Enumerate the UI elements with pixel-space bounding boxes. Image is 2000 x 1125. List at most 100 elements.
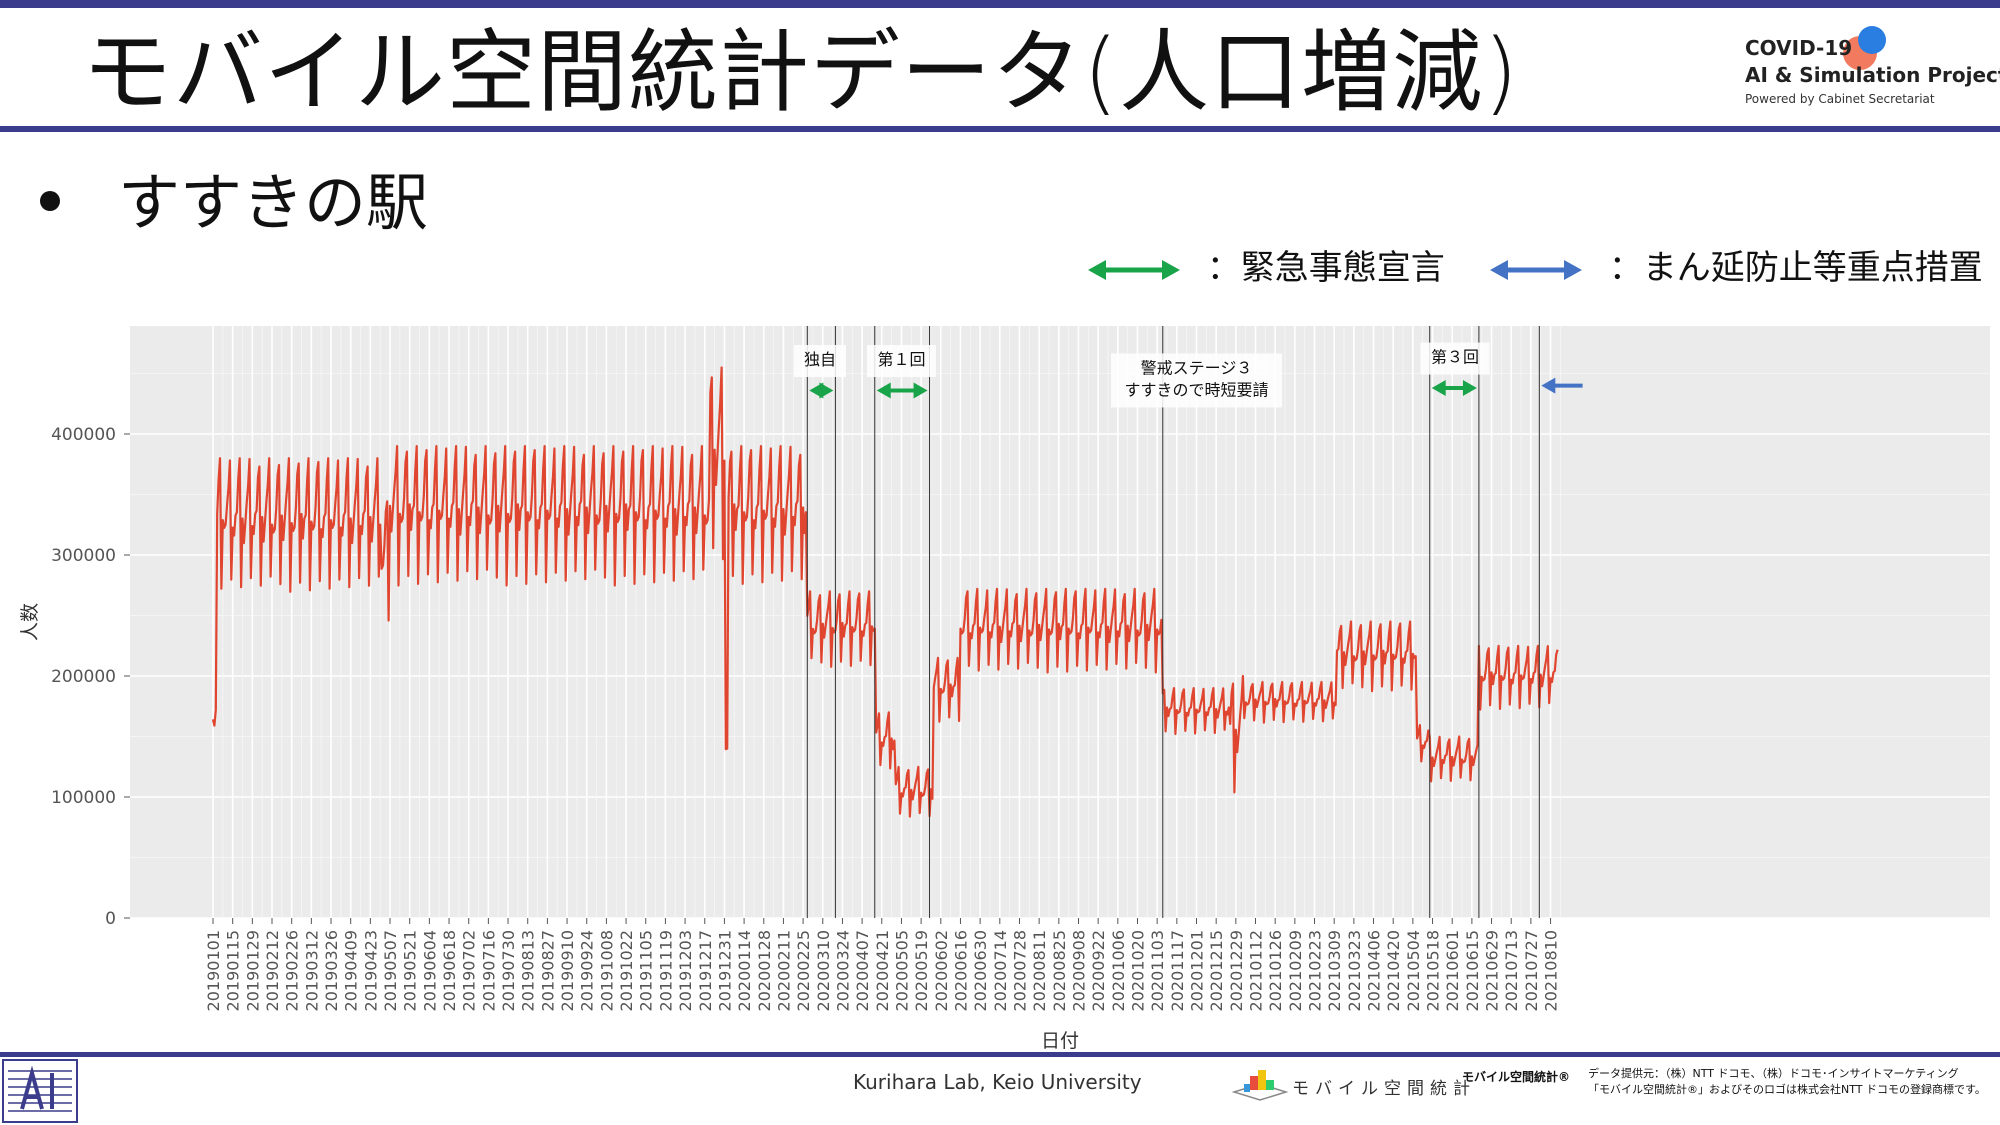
x-tick-label: 20190924	[578, 930, 597, 1011]
y-tick-label: 400000	[51, 425, 116, 445]
x-tick-label: 20190212	[263, 930, 282, 1011]
emergency-arrow-head	[913, 382, 928, 399]
annotation-label: 警戒ステージ３	[1141, 358, 1253, 377]
annotation-label: 独自	[804, 350, 836, 369]
x-tick-label: 20190827	[538, 930, 557, 1011]
emergency-arrow-head	[1462, 380, 1477, 397]
annotation-label: すすきので時短要請	[1124, 380, 1268, 399]
footer-lab-name: Kurihara Lab, Keio University	[853, 1070, 1142, 1094]
bullet-dot-icon	[40, 190, 60, 211]
x-tick-label: 20190910	[558, 930, 577, 1011]
x-tick-label: 20210727	[1522, 930, 1541, 1011]
logo-line1: COVID-19	[1745, 36, 1853, 60]
x-tick-label: 20201201	[1188, 930, 1207, 1011]
x-axis-title: 日付	[1041, 1030, 1079, 1052]
x-tick-label: 20200211	[774, 930, 793, 1011]
x-tick-label: 20200714	[991, 930, 1010, 1011]
y-tick-label: 0	[105, 909, 116, 929]
legend-blue-label: ：まん延防止等重点措置	[1608, 248, 1983, 288]
annotation-label-box	[1420, 342, 1490, 375]
population-series-line	[211, 366, 1559, 818]
x-tick-label: 20191203	[676, 930, 695, 1011]
x-tick-label: 20200728	[1010, 930, 1029, 1011]
x-tick-label: 20210209	[1286, 930, 1305, 1011]
x-tick-label: 20201103	[1148, 930, 1167, 1011]
population-line-chart: 0 100000 200000 300000 400000 20190101 2019011…	[19, 326, 1990, 1052]
x-tick-label: 20201229	[1227, 930, 1246, 1011]
x-tick-label: 20190101	[204, 930, 223, 1011]
bullet-text: すすきの駅	[118, 166, 429, 239]
x-tick-label: 20190813	[519, 930, 538, 1011]
mobile-stat-logo: モバイル空間統計	[1231, 1064, 1470, 1110]
x-tick-label: 20201006	[1109, 930, 1128, 1011]
emergency-arrow-head	[819, 382, 834, 399]
x-tick-label: 20210615	[1463, 930, 1482, 1011]
y-tick-label: 100000	[51, 788, 116, 808]
legend-green-label: ：緊急事態宣言	[1206, 248, 1445, 288]
annotation-label: 第１回	[877, 350, 925, 369]
legend-quasi-emergency: ：まん延防止等重点措置	[1490, 246, 1983, 290]
bullet-station: すすきの駅	[40, 168, 428, 238]
x-tick-label: 20200421	[873, 930, 892, 1011]
y-tick-label: 300000	[51, 546, 116, 566]
logo-line3: Powered by Cabinet Secretariat	[1745, 92, 1935, 106]
x-tick-label: 20190716	[479, 930, 498, 1011]
x-tick-label: 20191231	[715, 930, 734, 1011]
x-tick-label: 20190312	[302, 930, 321, 1011]
x-tick-label: 20210420	[1384, 930, 1403, 1011]
x-tick-label: 20200922	[1089, 930, 1108, 1011]
x-tick-label: 20200630	[971, 930, 990, 1011]
x-tick-label: 20210309	[1325, 930, 1344, 1011]
x-tick-label: 20200128	[755, 930, 774, 1011]
x-tick-label: 20190507	[381, 930, 400, 1011]
x-tick-label: 20190702	[460, 930, 479, 1011]
x-tick-label: 20191008	[597, 930, 616, 1011]
x-tick-label: 20210518	[1424, 930, 1443, 1011]
mobile-stat-brand: モバイル空間統計®	[1462, 1070, 1571, 1084]
x-tick-label: 20201215	[1207, 930, 1226, 1011]
x-tick-label: 20190521	[401, 930, 420, 1011]
x-tick-label: 20210629	[1483, 930, 1502, 1011]
x-tick-label: 20201117	[1168, 930, 1187, 1011]
x-tick-label: 20200811	[1030, 930, 1049, 1011]
x-tick-label: 20210601	[1443, 930, 1462, 1011]
provider-line1: データ提供元：（株）NTT ドコモ、（株）ドコモ･インサイトマーケティング	[1588, 1067, 1959, 1080]
legend-blue-arrow-icon	[1490, 259, 1582, 280]
data-provider-note: データ提供元：（株）NTT ドコモ、（株）ドコモ･インサイトマーケティング 「モ…	[1588, 1066, 1986, 1098]
x-tick-label: 20200225	[794, 930, 813, 1011]
x-tick-label: 20210112	[1247, 930, 1266, 1011]
x-tick-label: 20191217	[696, 930, 715, 1011]
x-tick-label: 20190423	[361, 930, 380, 1011]
legend-emergency: ：緊急事態宣言	[1088, 246, 1445, 290]
y-axis-title: 人数	[19, 603, 41, 641]
x-tick-label: 20190226	[283, 930, 302, 1011]
title-underline-bar	[0, 126, 2000, 132]
x-tick-label: 20190604	[420, 930, 439, 1011]
plot-panel	[130, 326, 1990, 918]
x-tick-label: 20200602	[932, 930, 951, 1011]
x-tick-label: 20200505	[892, 930, 911, 1011]
mobile-stat-cube-icon	[1231, 1070, 1289, 1101]
covid19-project-logo: COVID-19 AI & Simulation Project Powered…	[1745, 26, 2000, 116]
x-tick-label: 20210323	[1345, 930, 1364, 1011]
quasi-emergency-arrow-head	[1541, 377, 1556, 394]
x-tick-label: 20191105	[637, 930, 656, 1011]
x-tick-label: 20210504	[1404, 930, 1423, 1011]
x-tick-label: 20190409	[342, 930, 361, 1011]
x-tick-label: 20190129	[243, 930, 262, 1011]
x-tick-label: 20210223	[1306, 930, 1325, 1011]
legend-green-arrow-icon	[1088, 259, 1180, 280]
x-tick-label: 20190326	[322, 930, 341, 1011]
x-tick-label: 20200908	[1069, 930, 1088, 1011]
x-tick-label: 20190115	[224, 930, 243, 1011]
x-tick-label: 20191119	[656, 930, 675, 1011]
x-tick-label: 20200310	[814, 930, 833, 1011]
x-tick-label: 20200616	[951, 930, 970, 1011]
x-tick-label: 20201020	[1128, 930, 1147, 1011]
mobile-stat-logo-text: モバイル空間統計	[1292, 1079, 1476, 1099]
x-tick-label: 20200324	[833, 930, 852, 1011]
provider-line2: 「モバイル空間統計®」およびそのロゴは株式会社NTT ドコモの登録商標です。	[1588, 1083, 1986, 1096]
annotation-label: 第３回	[1431, 348, 1479, 367]
x-tick-label: 20210406	[1365, 930, 1384, 1011]
x-tick-label: 20190618	[440, 930, 459, 1011]
